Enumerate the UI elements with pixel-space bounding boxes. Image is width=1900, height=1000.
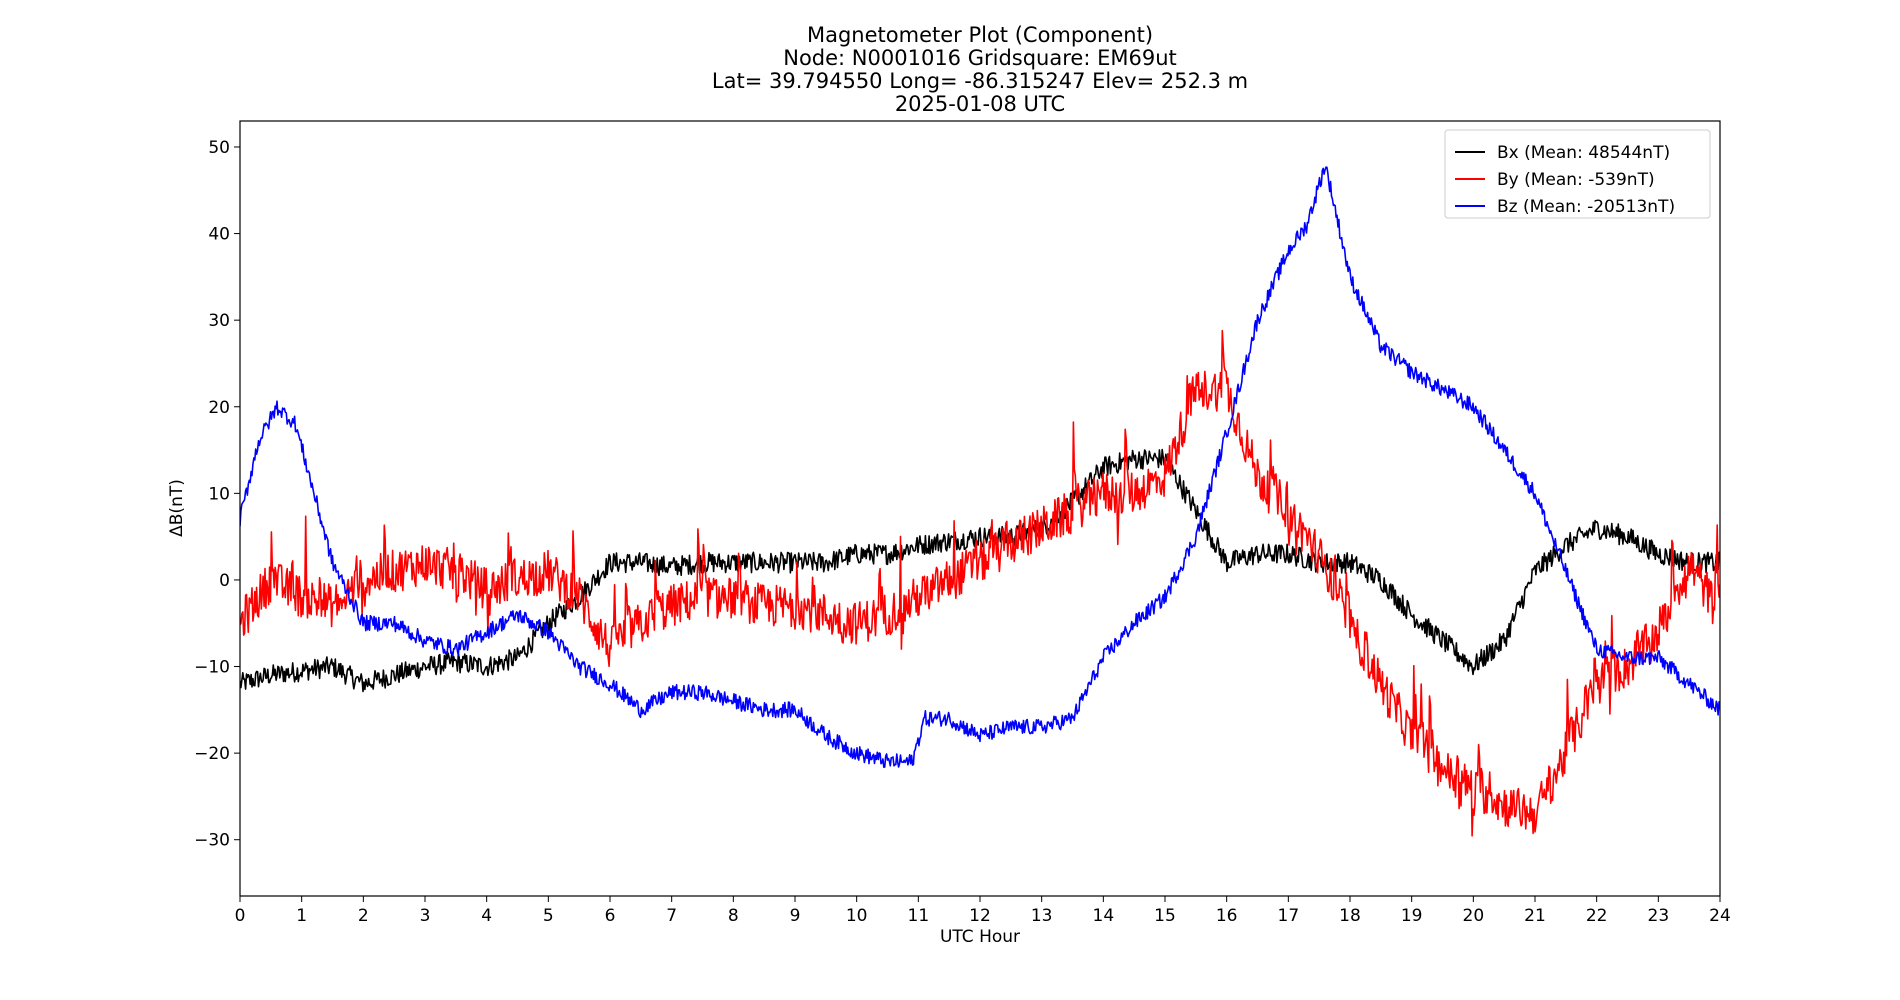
legend-box (1444, 129, 1711, 219)
x-tick-label: 17 (1278, 906, 1300, 926)
y-tick-label: 20 (208, 398, 230, 418)
x-tick-label: 12 (969, 906, 991, 926)
chart-title-line: Lat= 39.794550 Long= -86.315247 Elev= 25… (712, 69, 1248, 93)
chart-title-line: Magnetometer Plot (Component) (807, 23, 1153, 47)
legend-entry: By (Mean: -539nT) (1497, 170, 1655, 190)
x-tick-label: 21 (1524, 906, 1546, 926)
y-axis-ticks: −30 −20 −10 0 10 20 30 40 50 (194, 138, 240, 851)
x-tick-label: 6 (605, 906, 616, 926)
x-tick-label: 0 (235, 906, 246, 926)
series-line-bx (240, 448, 1720, 693)
y-tick-label: 30 (208, 311, 230, 331)
x-tick-label: 14 (1093, 906, 1115, 926)
y-tick-label: 40 (208, 225, 230, 245)
x-tick-label: 4 (481, 906, 492, 926)
series-line-bz (240, 166, 1720, 769)
y-tick-label: −10 (194, 658, 230, 678)
x-tick-label: 8 (728, 906, 739, 926)
y-tick-label: 50 (208, 138, 230, 158)
x-tick-label: 3 (420, 906, 431, 926)
legend: Bx (Mean: 48544nT) By (Mean: -539nT) Bz (M… (1444, 129, 1711, 219)
x-tick-label: 1 (296, 906, 307, 926)
chart-title-line: Node: N0001016 Gridsquare: EM69ut (783, 46, 1176, 70)
x-axis-label: UTC Hour (940, 927, 1020, 947)
x-tick-label: 19 (1401, 906, 1423, 926)
y-tick-label: 10 (208, 484, 230, 504)
legend-entry: Bx (Mean: 48544nT) (1497, 143, 1670, 163)
legend-entry: Bz (Mean: -20513nT) (1497, 197, 1675, 217)
x-tick-label: 15 (1154, 906, 1176, 926)
x-tick-label: 24 (1709, 906, 1731, 926)
x-tick-label: 7 (666, 906, 677, 926)
y-tick-label: −20 (194, 744, 230, 764)
series-line-by (240, 329, 1720, 837)
series-lines (240, 166, 1720, 837)
x-tick-label: 10 (846, 906, 868, 926)
x-axis-ticks: 0 1 2 3 4 5 6 7 8 9 10 11 12 13 14 15 16 17 18 19 20 21 22 23 24 (235, 896, 1731, 926)
x-tick-label: 22 (1586, 906, 1608, 926)
x-tick-label: 18 (1339, 906, 1361, 926)
x-tick-label: 13 (1031, 906, 1053, 926)
x-tick-label: 23 (1648, 906, 1670, 926)
x-tick-label: 2 (358, 906, 369, 926)
y-tick-label: 0 (219, 571, 230, 591)
y-tick-label: −30 (194, 831, 230, 851)
x-tick-label: 20 (1463, 906, 1485, 926)
x-tick-label: 9 (790, 906, 801, 926)
x-tick-label: 16 (1216, 906, 1238, 926)
y-axis-label: ΔB(nT) (167, 479, 187, 537)
x-tick-label: 5 (543, 906, 554, 926)
chart-title: Magnetometer Plot (Component)Node: N0001… (712, 23, 1248, 116)
x-tick-label: 11 (908, 906, 930, 926)
chart-title-line: 2025-01-08 UTC (895, 92, 1065, 116)
